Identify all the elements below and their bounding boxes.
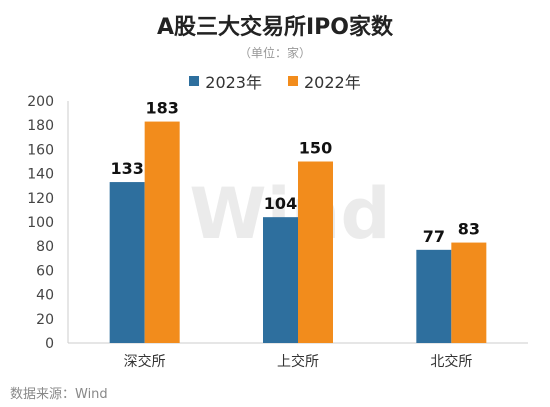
- legend-item-2023: 2023年: [189, 69, 262, 93]
- bar-2023年: [416, 249, 452, 343]
- data-label: 83: [458, 220, 480, 239]
- y-tick-label: 140: [27, 167, 54, 183]
- y-tick-label: 180: [27, 118, 54, 134]
- legend-label-2023: 2023年: [205, 73, 262, 92]
- y-tick-label: 0: [45, 336, 54, 352]
- data-label: 104: [264, 194, 297, 213]
- y-tick-label: 200: [27, 94, 54, 110]
- data-label: 133: [110, 159, 143, 178]
- chart-subtitle: （单位：家）: [238, 46, 311, 60]
- data-label: 150: [299, 139, 332, 158]
- y-tick-label: 80: [36, 239, 54, 255]
- legend-swatch-2023: [189, 76, 200, 86]
- y-tick-label: 20: [36, 312, 54, 328]
- x-tick-label: 上交所: [277, 353, 319, 370]
- y-tick-label: 40: [36, 288, 54, 304]
- legend-label-2022: 2022年: [304, 73, 361, 92]
- bar-2022年: [298, 161, 333, 343]
- x-tick-label: 深交所: [124, 353, 166, 370]
- bar-2023年: [263, 217, 298, 343]
- x-tick-label: 北交所: [430, 353, 472, 370]
- bar-2022年: [144, 121, 180, 343]
- y-tick-label: 60: [36, 263, 54, 279]
- legend: 2023年 2022年: [0, 69, 550, 93]
- data-label: 183: [145, 99, 178, 118]
- chart-title: A股三大交易所IPO家数: [156, 15, 394, 40]
- legend-swatch-2022: [288, 76, 298, 86]
- y-tick-label: 160: [27, 142, 54, 158]
- y-tick-label: 100: [27, 215, 54, 231]
- bar-2022年: [451, 242, 487, 343]
- data-label: 77: [423, 227, 445, 246]
- legend-item-2022: 2022年: [288, 69, 361, 93]
- y-tick-label: 120: [27, 191, 54, 207]
- bar-2023年: [109, 182, 145, 343]
- source-note: 数据来源：Wind: [10, 387, 108, 402]
